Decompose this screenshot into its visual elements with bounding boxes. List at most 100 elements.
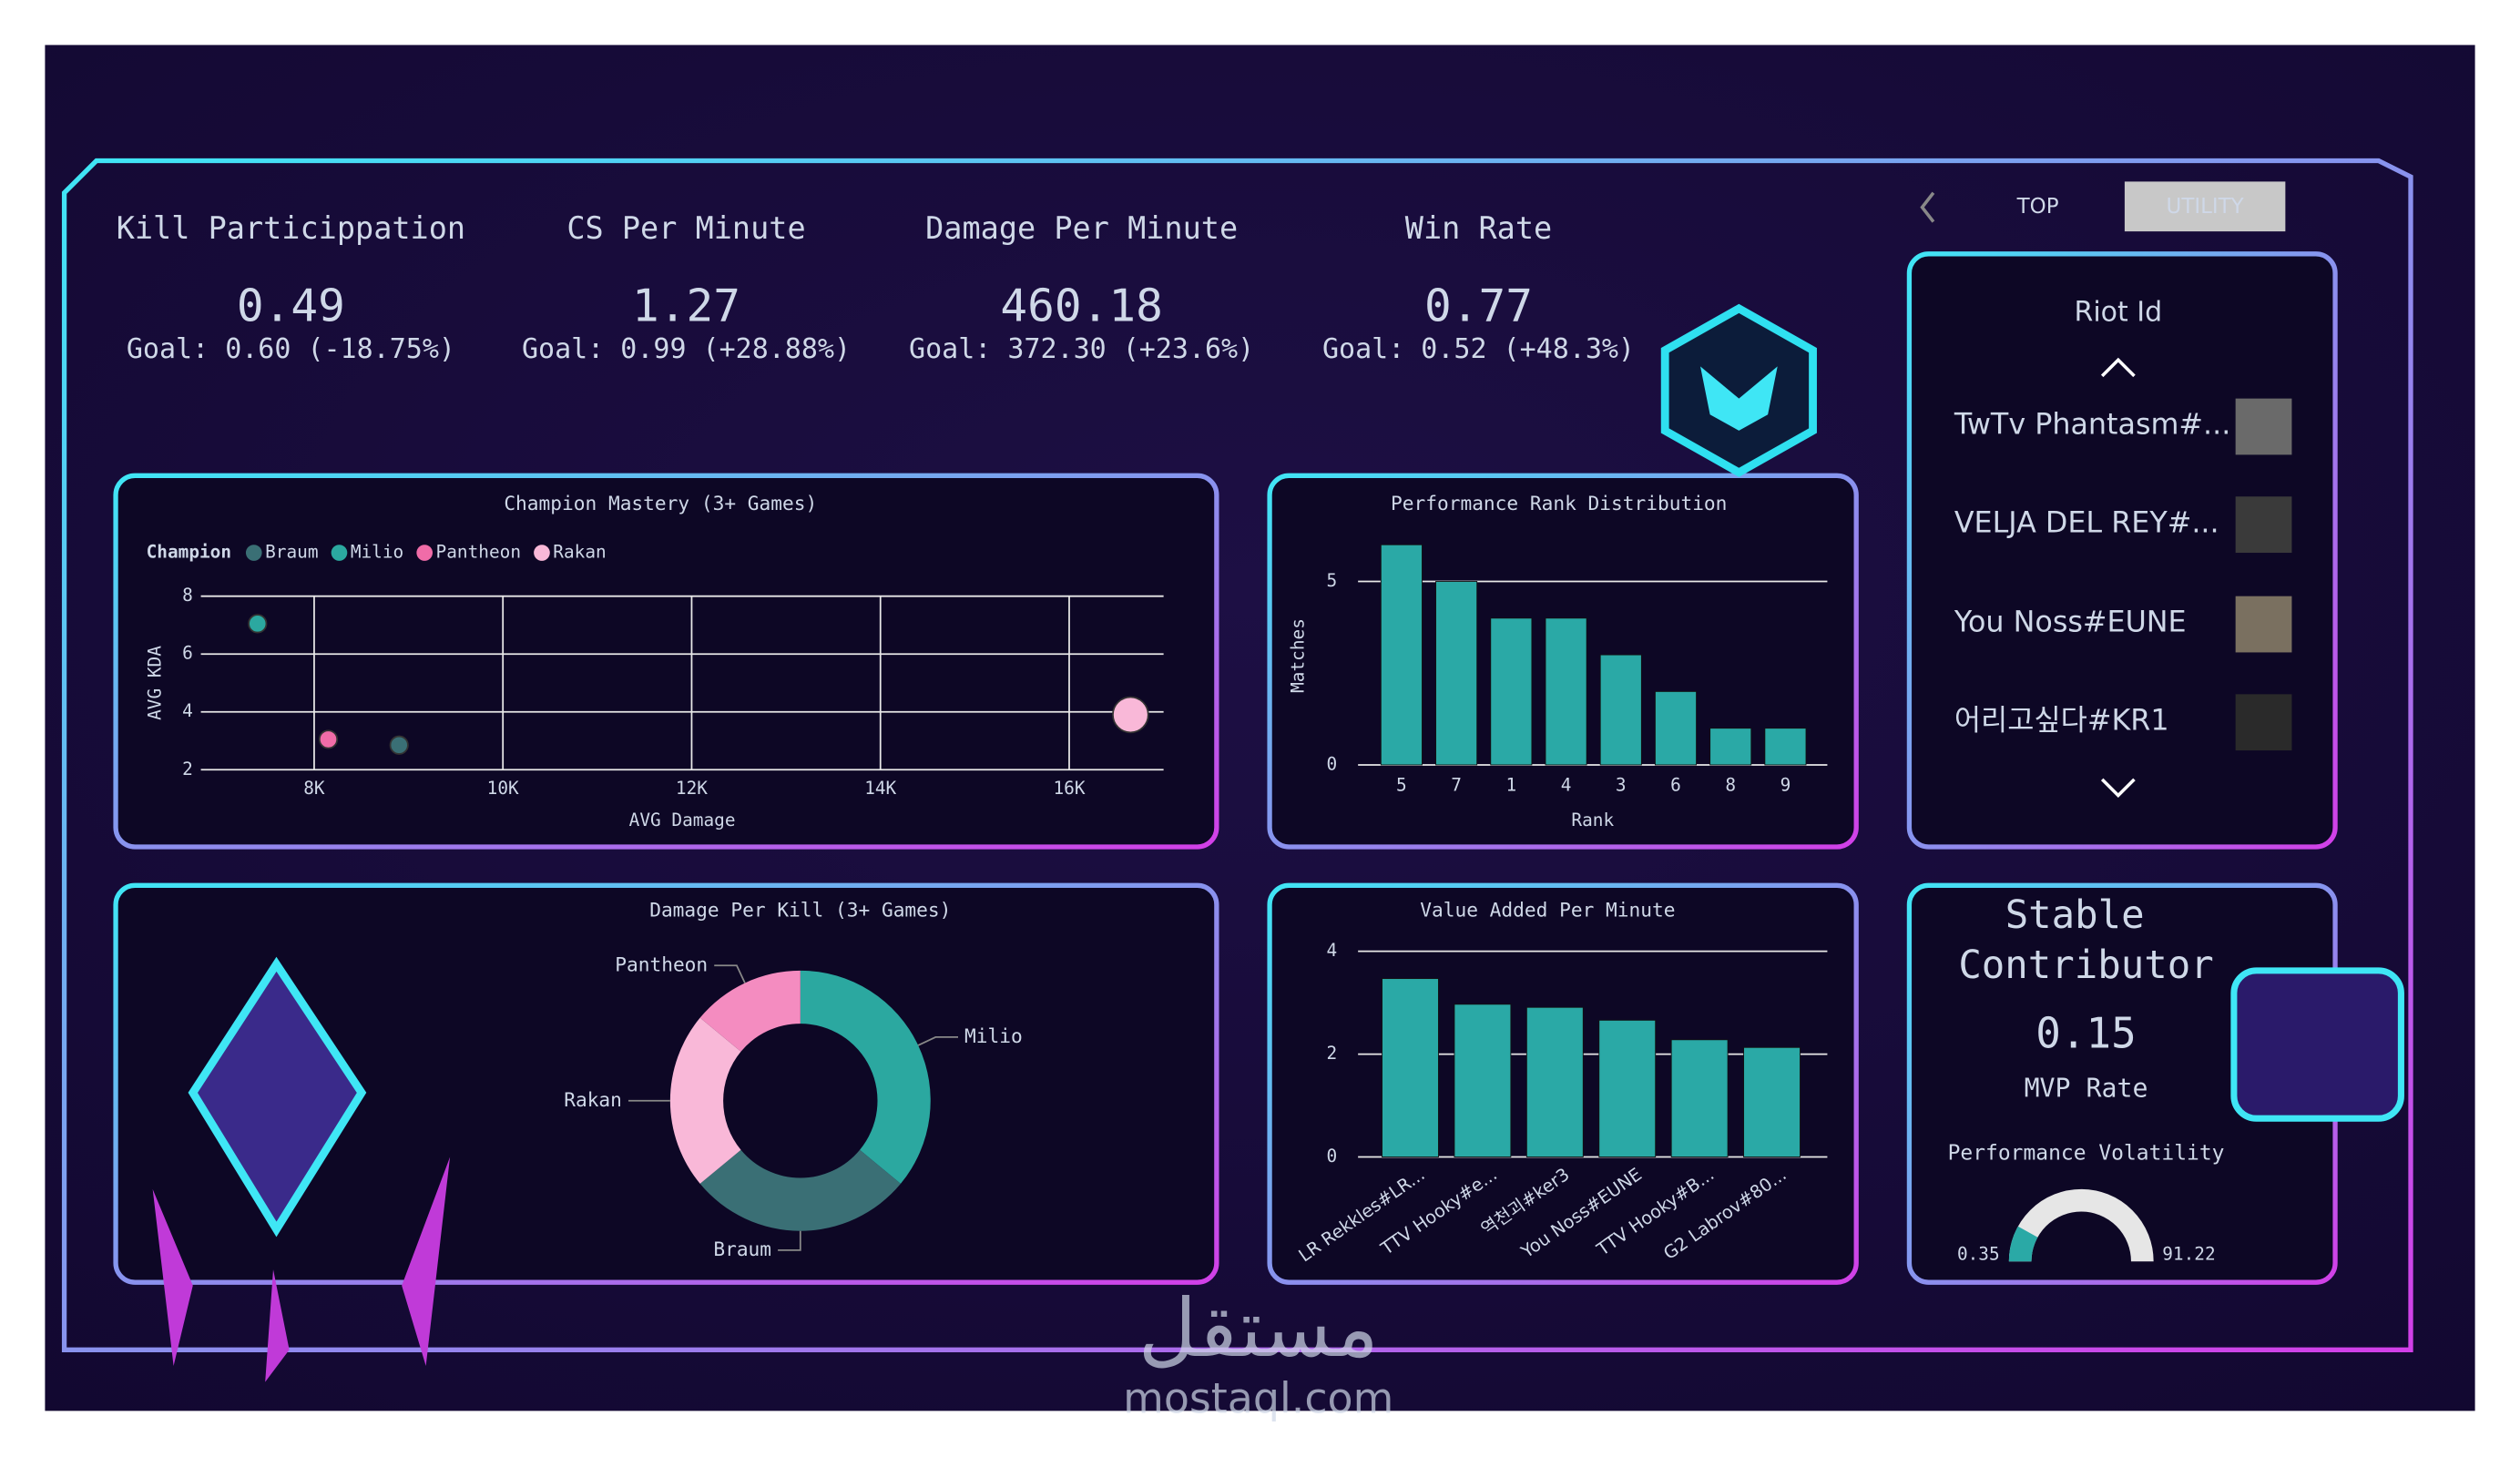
- chart-title: Performance Rank Distribution: [1391, 492, 1727, 515]
- player-name[interactable]: You Noss#EUNE: [1954, 606, 2187, 639]
- gauge-max: 91.22: [2162, 1244, 2215, 1265]
- bar: [1545, 617, 1587, 766]
- donut-slice: [669, 1017, 741, 1184]
- gauge-fill: [2008, 1226, 2038, 1262]
- bar: [1380, 544, 1423, 766]
- avatar: [2235, 596, 2292, 653]
- kpi-value: 0.49: [237, 279, 345, 331]
- list-title: Riot Id: [2074, 297, 2162, 329]
- gauge-min: 0.35: [1957, 1244, 2000, 1265]
- bar: [1454, 1004, 1512, 1157]
- y-tick-label: 0: [1327, 1146, 1338, 1167]
- leader-line: [778, 1230, 801, 1251]
- kpi-goal: Goal: 0.52 (+48.3%): [1322, 333, 1635, 365]
- y-tick-label: 4: [182, 700, 193, 721]
- kpi-title: Win Rate: [1405, 210, 1552, 246]
- x-tick-label: 8: [1725, 774, 1736, 795]
- chart-title: Champion Mastery (3+ Games): [504, 492, 817, 515]
- legend-label: Braum: [265, 542, 318, 563]
- kpi-goal: Goal: 0.99 (+28.88%): [522, 333, 851, 365]
- legend-marker: [245, 545, 262, 561]
- outer-frame: [61, 158, 2413, 1352]
- x-tick-label: 8K: [303, 778, 325, 799]
- bar: [1525, 1006, 1584, 1157]
- panel: [113, 882, 1219, 1285]
- player-name[interactable]: TwTv Phantasm#...: [1954, 409, 2230, 442]
- y-tick-label: 4: [1327, 940, 1338, 961]
- avatar: [2235, 398, 2292, 455]
- hex-icon: [1660, 303, 1817, 477]
- y-axis-label: Matches: [1287, 618, 1308, 693]
- legend-label: Pantheon: [436, 542, 521, 563]
- card-title: Contributor: [1958, 942, 2213, 987]
- kpi-title: Kill Particippation: [117, 210, 465, 246]
- x-tick-label: 10K: [487, 778, 519, 799]
- scroll-arrows[interactable]: [2100, 357, 2136, 798]
- tab-selected[interactable]: [2124, 181, 2286, 232]
- leader-line: [714, 964, 746, 983]
- player-name[interactable]: 어리고싶다#KR1: [1954, 704, 2169, 737]
- donut-slice: [800, 970, 931, 1184]
- donut-slice: [699, 970, 801, 1052]
- bar: [1743, 1046, 1801, 1157]
- mvp-icon: [2230, 967, 2404, 1122]
- kpi-goal: Goal: 0.60 (-18.75%): [127, 333, 455, 365]
- kpi-goal: Goal: 372.30 (+23.6%): [909, 333, 1254, 365]
- y-tick-label: 2: [1327, 1043, 1338, 1064]
- bar: [1709, 728, 1752, 766]
- panel: [1906, 251, 2338, 850]
- data-point: [248, 614, 268, 634]
- slice-label: Milio: [964, 1024, 1023, 1047]
- player-name[interactable]: VELJA DEL REY#...: [1954, 506, 2219, 539]
- chart-title: Performance Volatility: [1948, 1142, 2225, 1166]
- legend-marker: [416, 545, 434, 561]
- legend-marker: [534, 545, 550, 561]
- donut-slice: [699, 1149, 901, 1231]
- kpi-value: 1.27: [632, 279, 740, 331]
- kpi-value: 460.18: [1000, 279, 1162, 331]
- x-tick-label: 3: [1616, 774, 1627, 795]
- bar: [1598, 1019, 1657, 1157]
- legend-marker: [331, 545, 348, 561]
- card-value: 0.15: [2035, 1009, 2136, 1058]
- y-axis-label: AVG KDA: [145, 646, 166, 720]
- x-tick-label: 16K: [1053, 778, 1085, 799]
- wolf-icon: [1700, 366, 1778, 431]
- x-tick-label: 14K: [864, 778, 896, 799]
- slice-label: Braum: [713, 1238, 771, 1260]
- data-point: [318, 729, 339, 749]
- bar: [1670, 1039, 1729, 1157]
- x-tick-label: 7: [1451, 774, 1462, 795]
- x-tick-label: 4: [1561, 774, 1572, 795]
- chart-title: Value Added Per Minute: [1420, 899, 1675, 922]
- back-arrow[interactable]: [1920, 191, 1935, 223]
- kpi-title: Damage Per Minute: [925, 210, 1238, 246]
- bar: [1764, 728, 1807, 766]
- y-tick-label: 6: [182, 643, 193, 664]
- kpi-value: 0.77: [1424, 279, 1533, 331]
- tab: TOP: [2016, 195, 2059, 219]
- y-tick-label: 8: [182, 585, 193, 606]
- avatar: [2235, 496, 2292, 554]
- watermark: mostaql.com: [1123, 1373, 1393, 1422]
- x-tick-label: 6: [1670, 774, 1681, 795]
- legend-title: Champion: [147, 542, 231, 563]
- tab: UTILITY: [2167, 195, 2245, 219]
- bar: [1435, 581, 1478, 766]
- emblem: [152, 191, 2404, 1382]
- y-tick-label: 2: [182, 759, 193, 779]
- card-title: Stable: [2005, 892, 2145, 937]
- leader-line: [917, 1036, 959, 1046]
- crest-icon: [188, 956, 367, 1238]
- legend-label: Rakan: [553, 542, 606, 563]
- data-point: [1112, 696, 1149, 734]
- slice-label: Pantheon: [615, 953, 708, 975]
- kpi-title: CS Per Minute: [566, 210, 805, 246]
- x-axis-label: Rank: [1571, 810, 1614, 830]
- x-tick-label: 1: [1505, 774, 1516, 795]
- x-tick-label: 9: [1780, 774, 1791, 795]
- bar: [1599, 654, 1642, 766]
- y-tick-label: 0: [1327, 753, 1338, 774]
